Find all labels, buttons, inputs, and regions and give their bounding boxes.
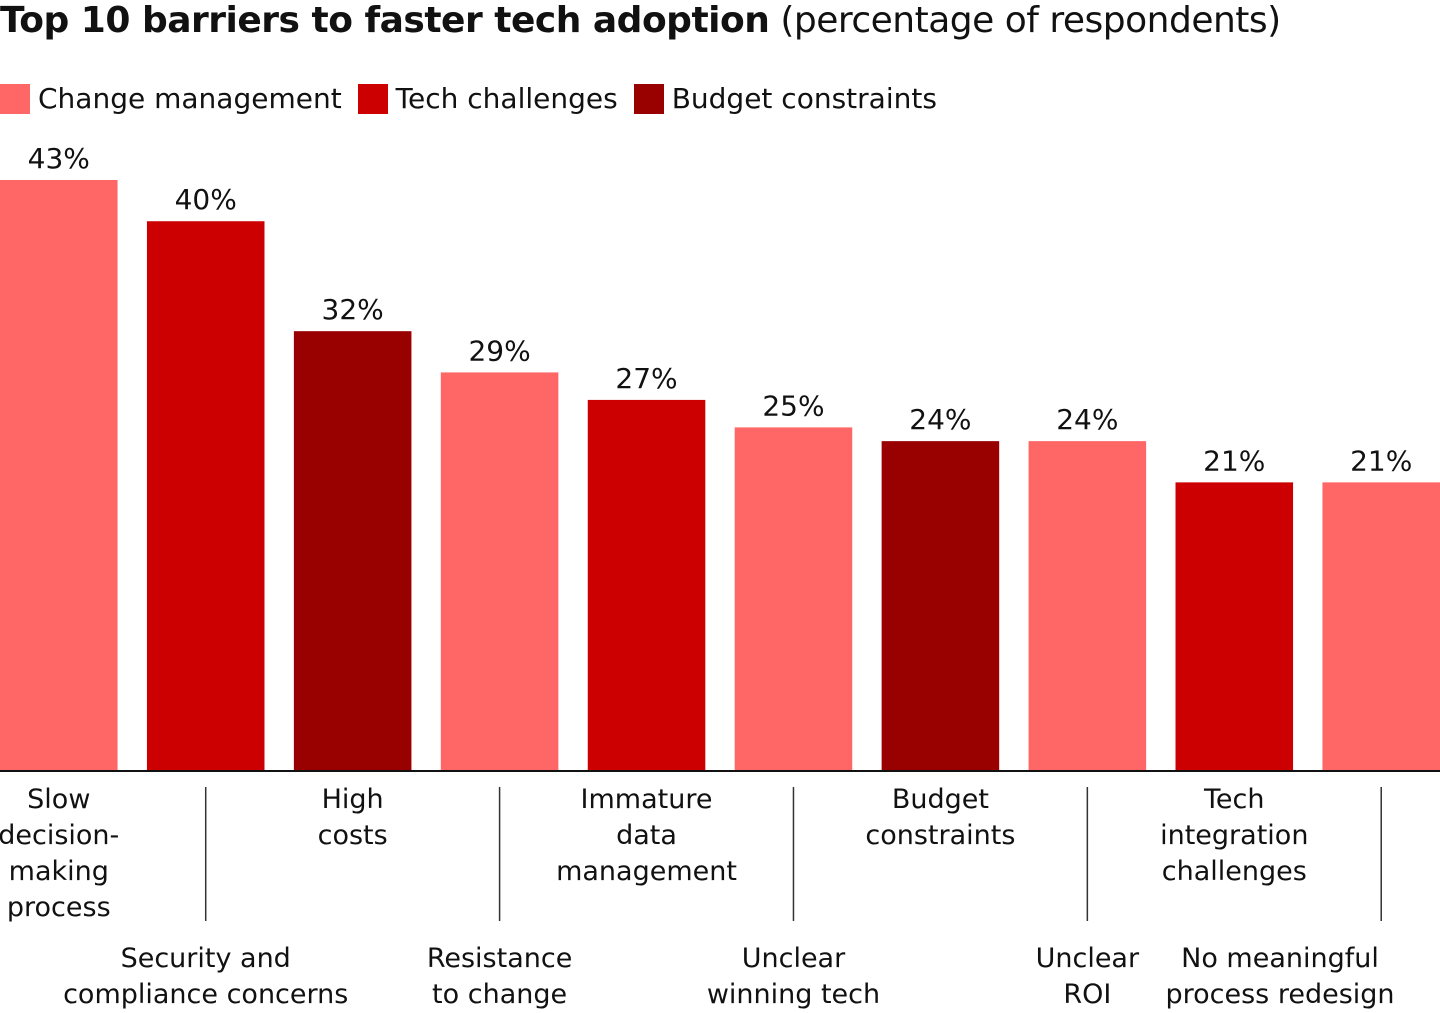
legend-swatch — [0, 83, 30, 114]
value-label: 32% — [322, 293, 384, 326]
chart-title: Top 10 barriers to faster tech adoption — [0, 0, 770, 41]
bar — [1028, 441, 1147, 771]
x-tick-label: High costs — [317, 784, 388, 851]
legend-item: Tech challenges — [357, 82, 618, 115]
legend-item: Change management — [0, 82, 342, 115]
bar — [881, 441, 1000, 771]
x-tick-label: Security and compliance concerns — [63, 943, 349, 1010]
legend-label: Tech challenges — [395, 82, 618, 115]
bar — [146, 221, 265, 772]
x-tick-label: Budget constraints — [865, 784, 1016, 851]
legend-label: Change management — [38, 82, 342, 115]
value-label: 43% — [28, 142, 90, 175]
bar — [1322, 482, 1440, 771]
legend-swatch — [357, 83, 388, 114]
bar — [587, 399, 706, 771]
x-tick-label: Tech integration challenges — [1160, 784, 1309, 887]
bar — [440, 372, 559, 771]
value-label: 25% — [762, 389, 824, 422]
value-label: 21% — [1350, 444, 1412, 477]
value-label: 24% — [1056, 403, 1118, 436]
x-tick-label: Slow decision- making process — [0, 784, 120, 923]
chart-subtitle: (percentage of respondents) — [780, 0, 1281, 41]
value-label: 29% — [468, 334, 530, 367]
title-block: Top 10 barriers to faster tech adoption … — [0, 0, 1281, 41]
bar — [1175, 482, 1294, 771]
x-tick-label: Unclear winning tech — [706, 943, 881, 1010]
bar — [0, 180, 118, 771]
value-label: 27% — [615, 362, 677, 395]
legend-item: Budget constraints — [633, 82, 937, 115]
x-tick-label: Immature data management — [556, 784, 737, 887]
value-label: 21% — [1203, 444, 1265, 477]
value-label: 40% — [175, 183, 237, 216]
x-tick-label: Unclear ROI — [1035, 943, 1140, 1010]
legend: Change management Tech challenges Budget c… — [0, 82, 937, 115]
legend-swatch — [633, 83, 664, 114]
bar — [734, 427, 853, 771]
bar — [293, 331, 412, 771]
value-label: 24% — [909, 403, 971, 436]
x-tick-label: No meaningful process redesign — [1165, 943, 1395, 1010]
legend-label: Budget constraints — [671, 82, 937, 115]
x-tick-label: Resistance to change — [426, 943, 573, 1010]
